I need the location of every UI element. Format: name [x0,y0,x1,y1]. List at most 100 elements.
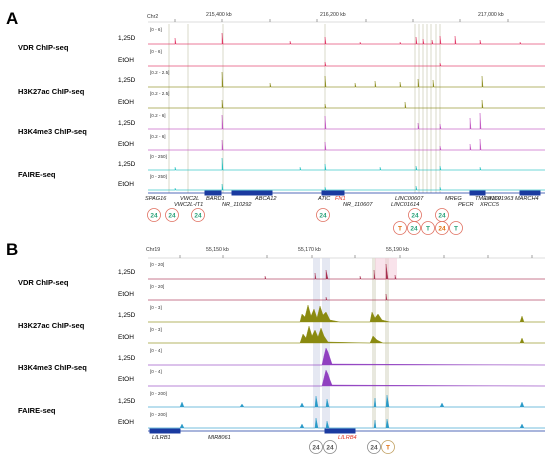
signal-track-b-vdr-etoh [148,293,545,301]
gene-label-nr-110292: NR_110292 [222,202,252,208]
svg-text:24: 24 [326,445,334,452]
gene-label-vwc2l: VWC2L [180,196,199,202]
range-label-a-2: [0.2 - 2.5] [150,70,169,75]
assay-label-b-vdr: VDR ChIP-seq [18,278,69,287]
signal-track-a-h3k27ac-etoh [148,99,545,109]
cond-label-b-4: 1,25D [118,355,136,362]
badge-a-5: T [393,221,407,235]
cond-label-a-6: 1,25D [118,161,136,168]
range-label-a-5: [0.2 - 6] [150,134,166,139]
svg-text:24: 24 [312,445,320,452]
range-label-a-7: [0 - 250] [150,174,167,179]
range-label-b-0: [0 - 20] [150,262,164,267]
cond-label-b-6: 1,25D [118,398,136,405]
cond-label-b-7: EtOH [118,419,134,426]
range-label-a-6: [0 - 250] [150,154,167,159]
cond-label-a-1: EtOH [118,57,134,64]
signal-track-a-vdr-125d [148,32,545,45]
signal-track-a-h3k4me3-etoh [148,138,545,151]
svg-text:24: 24 [438,226,446,233]
gene-label-march4: MARCH4 [515,196,539,202]
gene-label-atic: ATIC [317,196,331,202]
range-label-a-3: [0.2 - 2.5] [150,91,169,96]
signal-track-b-faire-125d [148,394,545,408]
signal-track-b-h3k4me3-125d [148,347,546,366]
coord-label-a2: 216,200 kb [320,12,346,18]
gene-label-xrcc5: XRCC5 [479,202,500,208]
signal-track-b-h3k27ac-125d [148,304,545,323]
signal-track-a-h3k27ac-125d [148,71,545,88]
badge-a-3: 24 [191,208,205,222]
range-label-b-1: [0 - 20] [150,284,164,289]
signal-track-a-h3k4me3-125d [148,112,545,130]
cond-label-a-0: 1,25D [118,35,136,42]
range-label-a-4: [0.2 - 6] [150,113,166,118]
svg-text:24: 24 [194,213,202,220]
assay-label-a-vdr: VDR ChIP-seq [18,43,69,52]
cond-label-b-3: EtOH [118,334,134,341]
coord-label-b1: 55,150 kb [206,247,229,253]
badge-a-11: T [449,221,463,235]
signal-track-b-faire-etoh [148,417,545,429]
gene-label-spag16: SPAG16 [145,196,167,202]
badge-a-2: 24 [165,208,179,222]
panel-label-a: A [6,9,18,28]
badge-b-4: T [381,440,395,454]
svg-text:24: 24 [411,213,419,220]
range-label-b-4: [0 - 4] [150,348,162,353]
gene-label-lilrb1: LILRB1 [152,435,171,441]
gene-model-b [148,428,545,434]
signal-track-a-vdr-etoh [148,61,545,67]
cond-label-b-2: 1,25D [118,312,136,319]
assay-label-b-faire: FAIRE-seq [18,406,56,415]
gene-label-pecr: PECR [458,202,474,208]
assay-label-b-h3k27ac: H3K27ac ChIP-seq [18,321,85,330]
gene-label-linc01614: LINC01614 [391,202,419,208]
cond-label-b-5: EtOH [118,376,134,383]
badges-a: 24 24 24 24 T 24 24 T 24 24 T [147,208,463,235]
range-label-b-5: [0 - 4] [150,369,162,374]
signal-track-b-h3k27ac-etoh [148,325,545,344]
gene-label-mreg: MREG [445,196,462,202]
gene-label-nr-110607: NR_110607 [343,202,373,208]
cond-label-a-7: EtOH [118,181,134,188]
range-label-b-3: [0 - 3] [150,327,162,332]
chromosome-label-a: Chr2 [147,14,158,20]
badge-a-4: 24 [316,208,330,222]
badge-a-9: 24 [435,208,449,222]
chromosome-label-b: Chr19 [146,247,160,253]
gene-label-fn1: FN1 [335,196,346,202]
assay-label-b-h3k4me3: H3K4me3 ChIP-seq [18,363,87,372]
panel-b: B Chr19 55,150 kb 55,170 kb 55,190 kb VD… [6,240,546,454]
badge-b-1: 24 [309,440,323,454]
svg-text:T: T [426,226,430,233]
badge-a-8: T [421,221,435,235]
gene-label-linc01963: LINC01963 [485,196,514,202]
badge-a-6: 24 [408,208,422,222]
coord-label-b2: 55,170 kb [298,247,321,253]
svg-text:24: 24 [150,213,158,220]
coordinate-ruler-a: Chr2 215,400 kb 216,200 kb 217,000 kb [147,12,545,23]
gene-model-a [148,190,545,196]
coord-label-a3: 217,000 kb [478,12,504,18]
badge-a-7: 24 [407,221,421,235]
highlight-lines-a [168,24,441,193]
assay-label-a-h3k4me3: H3K4me3 ChIP-seq [18,127,87,136]
gene-label-abca12: ABCA12 [254,196,277,202]
svg-text:T: T [454,226,458,233]
range-label-a-0: [0 - 6] [150,27,162,32]
range-label-b-6: [0 - 200] [150,391,167,396]
svg-text:24: 24 [319,213,327,220]
svg-text:24: 24 [168,213,176,220]
badge-b-3: 24 [367,440,381,454]
signal-track-b-h3k4me3-etoh [148,369,546,387]
signal-track-a-faire-etoh [148,183,545,191]
coordinate-ruler-b: Chr19 55,150 kb 55,170 kb 55,190 kb [146,247,545,259]
svg-text:24: 24 [410,226,418,233]
gene-label-lilrb4: LILRB4 [338,435,357,441]
badge-b-2: 24 [323,440,337,454]
badge-a-1: 24 [147,208,161,222]
range-label-b-2: [0 - 3] [150,305,162,310]
cond-label-a-4: 1,25D [118,120,136,127]
